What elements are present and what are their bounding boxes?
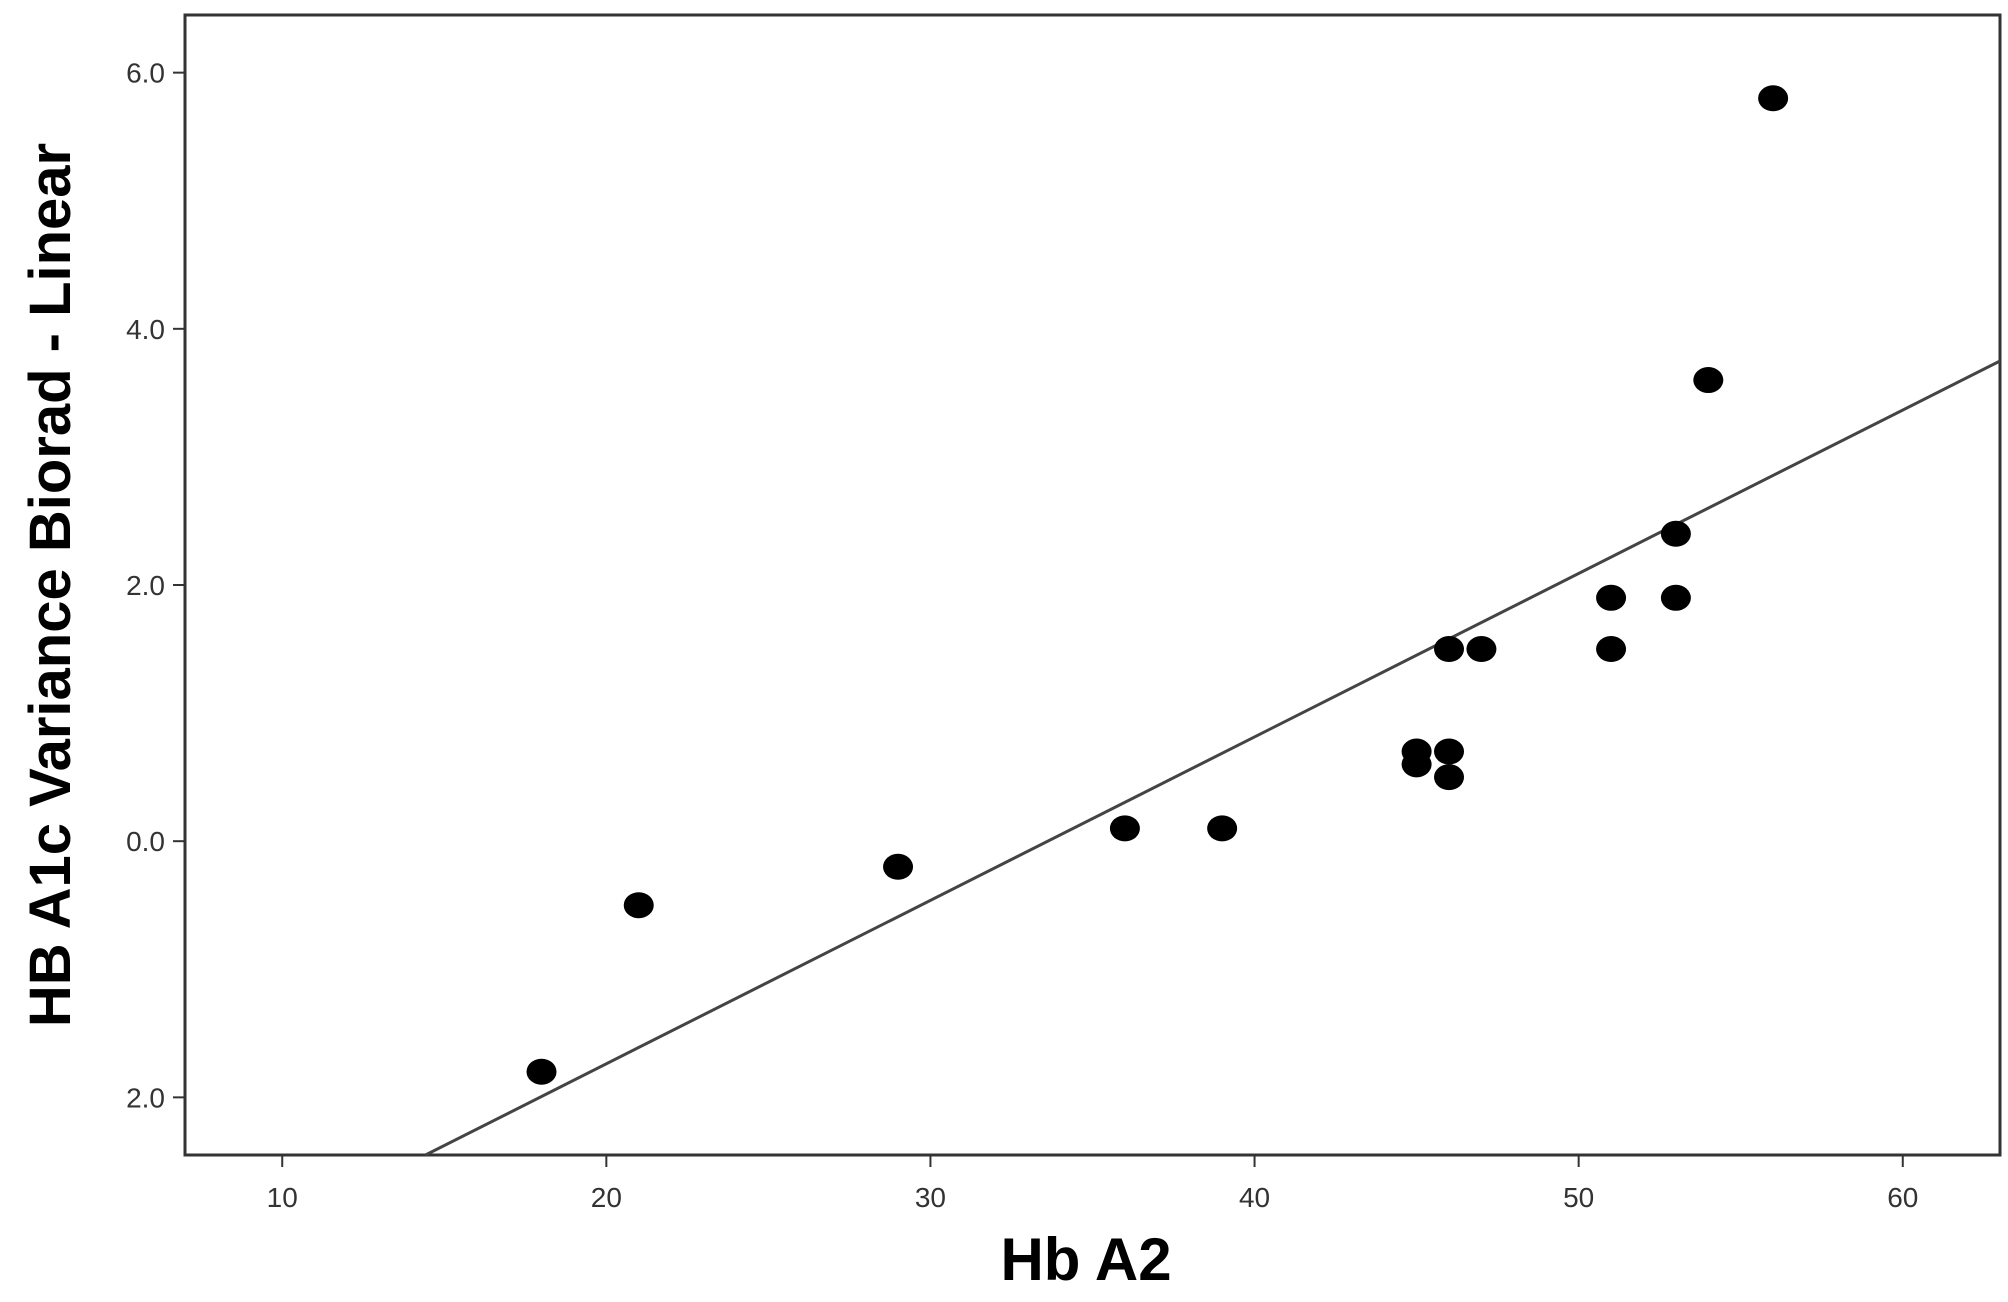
x-tick-label: 50 [1563,1182,1594,1213]
data-point [1434,764,1465,791]
data-point [623,892,654,919]
y-tick-label: 4.0 [126,314,165,345]
data-point [526,1058,557,1085]
x-tick-label: 60 [1887,1182,1918,1213]
x-tick-label: 10 [267,1182,298,1213]
data-point [1758,85,1789,112]
y-axis-title: HB A1c Variance Biorad - Linear [18,143,83,1027]
x-axis-title: Hb A2 [1000,1226,1171,1293]
data-point [1434,636,1465,663]
y-tick-label: 2.0 [126,1082,165,1113]
y-tick-label: 2.0 [126,570,165,601]
regression-line-layer [424,359,2001,1157]
data-point [1660,584,1691,611]
plot-area [183,13,2002,1157]
x-axis: 10 20 30 40 50 60 [267,1155,1918,1213]
x-tick-label: 40 [1239,1182,1270,1213]
data-points-layer [526,85,1789,1085]
regression-line [424,359,2001,1157]
data-point [1596,636,1627,663]
data-point [883,853,914,880]
y-tick-label: 6.0 [126,58,165,89]
data-point [1466,636,1497,663]
y-axis: 2.0 0.0 2.0 4.0 6.0 [126,58,185,1113]
data-point [1401,751,1432,778]
data-point [1109,815,1140,842]
x-tick-label: 30 [915,1182,946,1213]
data-point [1596,584,1627,611]
x-tick-label: 20 [591,1182,622,1213]
y-tick-label: 0.0 [126,826,165,857]
data-point [1207,815,1238,842]
data-point [1434,738,1465,765]
data-point [1660,520,1691,547]
data-point [1693,367,1724,394]
